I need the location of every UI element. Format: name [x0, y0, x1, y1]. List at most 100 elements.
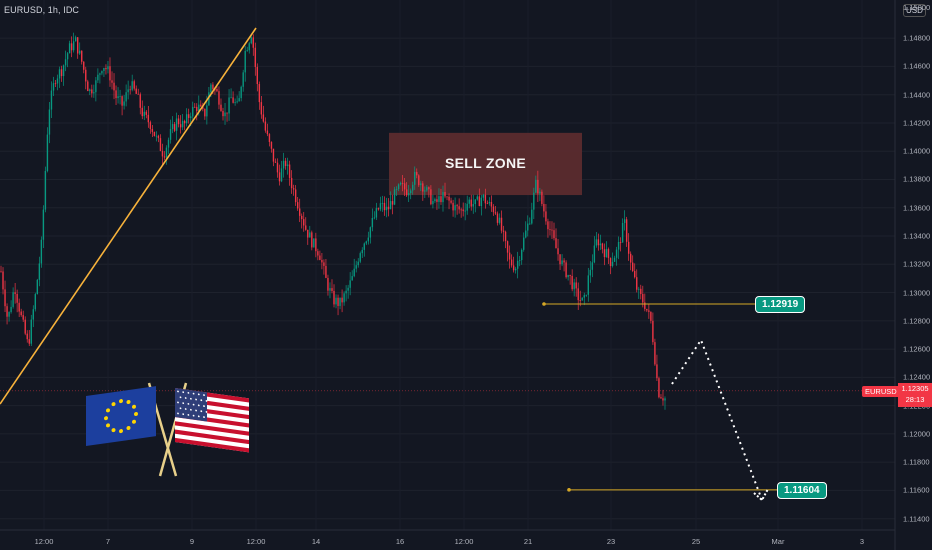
candle-body [240, 86, 242, 99]
candle-body [177, 118, 180, 125]
candle-body [83, 61, 85, 70]
candle-body [422, 183, 424, 192]
candle-body [537, 179, 539, 194]
eu-star [126, 400, 131, 405]
x-tick-label: 12:00 [246, 537, 266, 546]
candle-body [252, 37, 254, 48]
x-tick-label: 12:00 [454, 537, 474, 546]
candle-body [539, 191, 541, 194]
candle-body [432, 201, 434, 205]
candle-body [407, 193, 410, 196]
currency-button[interactable]: USD [903, 4, 926, 17]
candle-body [611, 261, 614, 267]
candle-body [634, 271, 636, 278]
current-price-tag: EURUSD 1.12305 28:13 [862, 382, 932, 408]
candle-body [153, 131, 156, 136]
candle-body [220, 104, 222, 111]
candle-body [212, 84, 214, 89]
us-star [184, 408, 187, 410]
candle-body [476, 196, 479, 200]
candle-body [131, 81, 133, 90]
candle-body [56, 78, 59, 84]
candle-body [442, 191, 444, 203]
candle-body [113, 82, 115, 91]
candle-body [504, 231, 507, 242]
candle-body [571, 275, 573, 290]
candle-body [313, 238, 315, 248]
trend-line[interactable] [0, 27, 257, 405]
y-tick-label: 1.14200 [903, 118, 931, 128]
us-star [187, 391, 190, 394]
candle-body [399, 182, 402, 185]
us-star [192, 392, 195, 395]
candle-body [232, 97, 234, 103]
candle-body [194, 106, 196, 108]
candle-body [632, 262, 634, 272]
us-star [203, 394, 205, 396]
candle-body [38, 263, 41, 280]
candle-body [298, 208, 301, 216]
candle-body [260, 102, 263, 115]
candle-body [575, 282, 577, 289]
us-stripe [175, 429, 249, 445]
candle-body [347, 287, 349, 291]
candle-body [629, 253, 632, 263]
candle-body [248, 43, 250, 51]
x-tick-label: 16 [395, 537, 405, 546]
candle-body [339, 297, 341, 306]
candle-body [627, 241, 630, 254]
candle-body [305, 225, 307, 230]
level-badge-2[interactable]: 1.11604 [777, 481, 827, 499]
candle-body [123, 101, 125, 106]
candle-body [591, 262, 594, 270]
chart-title: EURUSD, 1h, IDC [4, 5, 80, 15]
candle-body [157, 135, 160, 139]
candle-body [529, 223, 531, 225]
candle-body [343, 293, 345, 303]
x-tick-label: 9 [189, 537, 195, 546]
candle-body [107, 66, 109, 70]
candle-body [74, 37, 77, 42]
candle-body [303, 219, 305, 226]
candle-body [143, 111, 145, 117]
candle-body [583, 295, 585, 298]
candle-body [625, 219, 628, 242]
candle-body [165, 147, 168, 158]
y-tick-label: 1.11800 [903, 457, 930, 467]
candle-body [397, 184, 400, 190]
us-star [192, 414, 195, 417]
candle-body [595, 239, 598, 246]
candle-body [492, 206, 495, 213]
candle-body [543, 203, 545, 212]
candle-body [309, 232, 311, 238]
candle-body [401, 182, 404, 184]
x-tick-label: Mar [771, 537, 785, 546]
candle-body [601, 243, 604, 250]
level-badge-1[interactable]: 1.12919 [755, 296, 806, 313]
candle-body [621, 222, 624, 243]
candle-body [525, 230, 527, 238]
candle-body [137, 93, 139, 95]
candle-body [478, 196, 481, 207]
candle-body [192, 106, 194, 117]
candle-body [101, 71, 103, 74]
candle-body [234, 102, 236, 103]
candle-body [85, 69, 87, 82]
projection-path[interactable] [671, 337, 763, 501]
us-star [200, 399, 203, 402]
candle-body [333, 290, 335, 305]
candle-body [133, 81, 135, 89]
candle-body [597, 239, 600, 246]
candle-body [470, 199, 472, 207]
candle-body [292, 188, 295, 190]
candle-body [577, 288, 579, 301]
candle-body [185, 114, 188, 124]
us-star [177, 390, 179, 393]
candle-body [117, 96, 119, 99]
candle-body [440, 196, 442, 203]
candle-body [464, 210, 466, 212]
candle-body [450, 200, 452, 203]
candle-body [135, 88, 137, 94]
